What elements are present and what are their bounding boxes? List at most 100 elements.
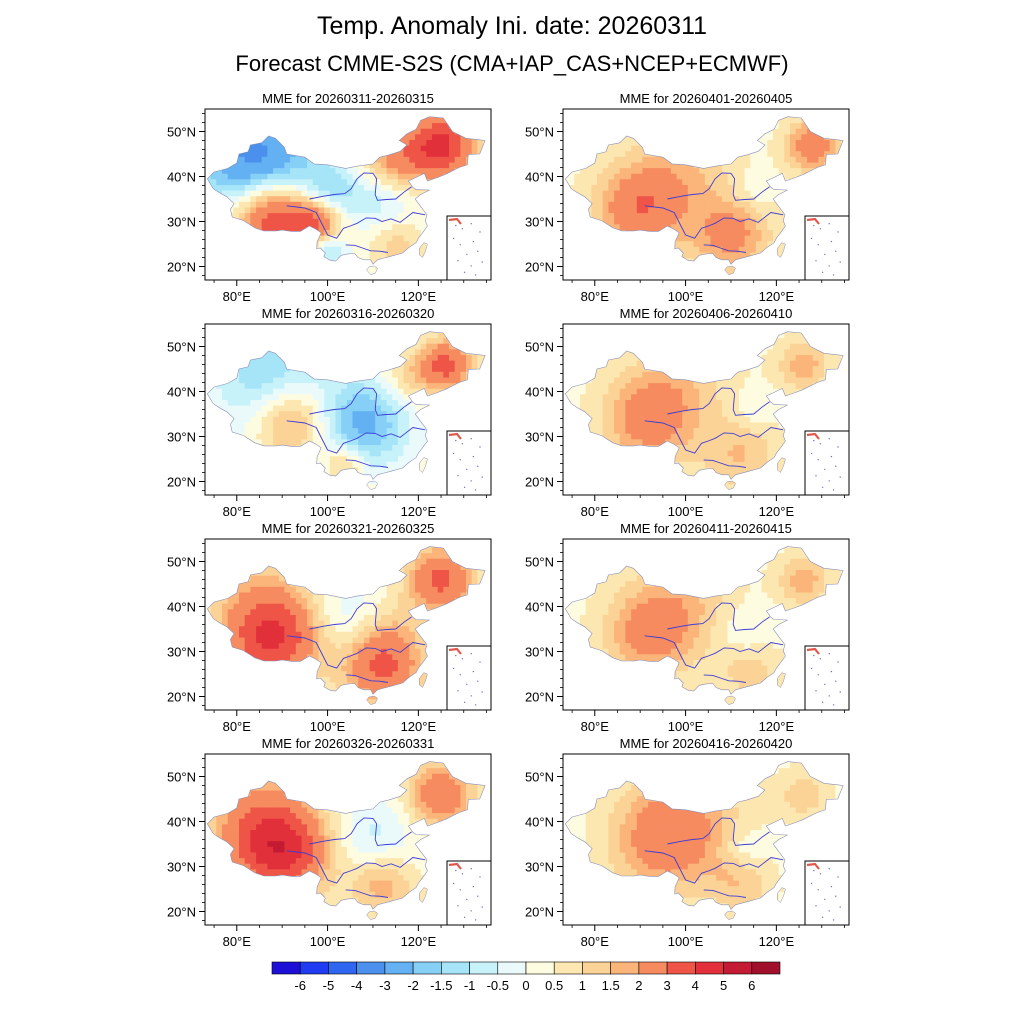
x-tick-label: 120°E [759, 289, 795, 304]
y-tick-label: 50°N [167, 125, 196, 140]
south-china-sea-inset [804, 860, 850, 926]
x-tick-label: 80°E [581, 934, 610, 949]
yellow-river [309, 602, 412, 631]
colorbar-label: 4 [692, 978, 699, 993]
map-panel: MME for 20260401-20260405 80°E 100°E 120°E 2… [525, 91, 850, 304]
panel-title: MME for 20260416-20260420 [620, 736, 793, 751]
y-tick-label: 40°N [167, 600, 196, 615]
panels-group: MME for 20260311-20260315 80°E 100°E 120°E 2… [167, 91, 850, 949]
yellow-river [667, 172, 770, 201]
south-china-sea-inset [804, 215, 850, 281]
x-tick-label: 100°E [310, 934, 346, 949]
colorbar-swatch [553, 961, 583, 975]
colorbar-swatch [638, 961, 668, 975]
colorbar-swatch [751, 961, 781, 975]
colorbar-label: 1.5 [602, 978, 620, 993]
colorbar-label: 3 [663, 978, 670, 993]
y-tick-label: 20°N [525, 690, 554, 705]
x-tick-label: 80°E [223, 289, 252, 304]
country-border [564, 761, 844, 910]
map-panel: MME for 20260326-20260331 80°E 100°E 120°E 2… [167, 736, 492, 949]
x-tick-label: 120°E [401, 504, 437, 519]
x-tick-label: 100°E [310, 719, 346, 734]
colorbar-label: -6 [294, 978, 306, 993]
country-border [564, 331, 844, 480]
y-tick-label: 30°N [167, 645, 196, 660]
yellow-river [309, 817, 412, 846]
colorbar-label: -5 [323, 978, 335, 993]
colorbar-label: 1 [579, 978, 586, 993]
colorbar-label: -2 [407, 978, 419, 993]
y-tick-label: 30°N [167, 215, 196, 230]
x-tick-label: 100°E [668, 289, 704, 304]
panel-title: MME for 20260411-20260415 [620, 521, 792, 536]
country-border [564, 116, 844, 265]
y-tick-label: 50°N [525, 340, 554, 355]
y-tick-label: 50°N [167, 555, 196, 570]
colorbar-label: -3 [379, 978, 391, 993]
colorbar-swatch [299, 961, 329, 975]
colorbar-swatch [271, 961, 301, 975]
colorbar-label: 5 [720, 978, 727, 993]
x-tick-label: 100°E [310, 289, 346, 304]
y-tick-label: 20°N [167, 905, 196, 920]
pearl-river [345, 244, 388, 253]
country-border [206, 331, 486, 480]
colorbar-label: -1 [464, 978, 476, 993]
y-tick-label: 30°N [167, 430, 196, 445]
country-border [206, 116, 486, 265]
pearl-river [703, 459, 746, 468]
pearl-river [345, 674, 388, 683]
south-china-sea-inset [446, 215, 492, 281]
map-panel: MME for 20260416-20260420 80°E 100°E 120°E 2… [525, 736, 850, 949]
country-border [206, 761, 486, 910]
pearl-river [345, 889, 388, 898]
colorbar-label: -1.5 [430, 978, 452, 993]
colorbar-label: -4 [351, 978, 363, 993]
x-tick-label: 100°E [668, 504, 704, 519]
map-panel: MME for 20260316-20260320 80°E 100°E 120°E 2… [167, 306, 492, 519]
panel-title: MME for 20260321-20260325 [262, 521, 435, 536]
south-china-sea-inset [446, 860, 492, 926]
south-china-sea-inset [804, 645, 850, 711]
colorbar-swatch [525, 961, 555, 975]
y-tick-label: 40°N [525, 600, 554, 615]
colorbar-label: -0.5 [487, 978, 509, 993]
y-tick-label: 50°N [525, 555, 554, 570]
yangtze-river [644, 635, 784, 669]
x-tick-label: 80°E [581, 719, 610, 734]
x-tick-label: 100°E [310, 504, 346, 519]
figure-subtitle: Forecast CMME-S2S (CMA+IAP_CAS+NCEP+ECMW… [235, 51, 789, 76]
yellow-river [309, 387, 412, 416]
map-panel: MME for 20260411-20260415 80°E 100°E 120°E 2… [525, 521, 850, 734]
colorbar: -6 -5 -4 -3 -2 -1.5 -1 -0.5 0 0.5 1 1.5 2 3 4 5 6 [271, 961, 781, 993]
y-tick-label: 40°N [167, 170, 196, 185]
yangtze-river [286, 205, 426, 239]
x-tick-label: 120°E [759, 719, 795, 734]
x-tick-label: 120°E [401, 719, 437, 734]
x-tick-label: 80°E [581, 289, 610, 304]
colorbar-swatch [412, 961, 442, 975]
x-tick-label: 80°E [223, 504, 252, 519]
y-tick-label: 40°N [167, 815, 196, 830]
colorbar-label: 0 [522, 978, 529, 993]
pearl-river [345, 459, 388, 468]
map-panel: MME for 20260321-20260325 80°E 100°E 120°E 2… [167, 521, 492, 734]
x-tick-label: 120°E [401, 934, 437, 949]
x-tick-label: 120°E [759, 934, 795, 949]
x-tick-label: 100°E [668, 719, 704, 734]
x-tick-label: 120°E [759, 504, 795, 519]
y-tick-label: 20°N [167, 475, 196, 490]
colorbar-label: 2 [635, 978, 642, 993]
south-china-sea-inset [446, 645, 492, 711]
country-border [564, 546, 844, 695]
colorbar-swatch [610, 961, 640, 975]
y-tick-label: 40°N [167, 385, 196, 400]
colorbar-swatch [666, 961, 696, 975]
y-tick-label: 20°N [525, 260, 554, 275]
y-tick-label: 30°N [525, 645, 554, 660]
figure-title: Temp. Anomaly Ini. date: 20260311 [316, 12, 708, 40]
y-tick-label: 20°N [525, 475, 554, 490]
colorbar-swatch [356, 961, 386, 975]
yangtze-river [286, 850, 426, 884]
